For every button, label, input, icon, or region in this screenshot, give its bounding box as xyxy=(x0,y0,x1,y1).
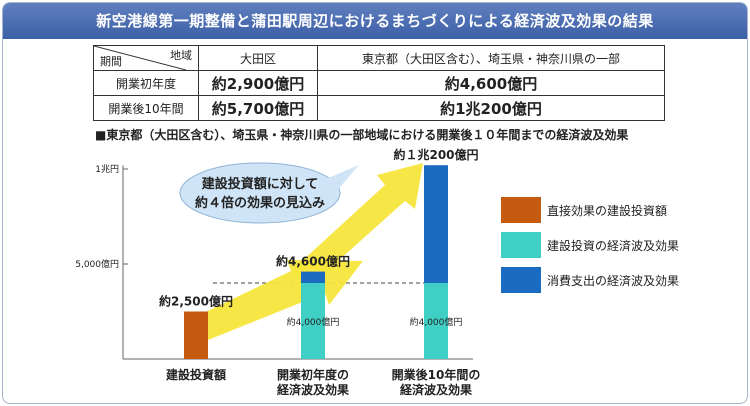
y-tick-label: 5,000億円 xyxy=(75,258,119,270)
summary-table: 地域 期間 大田区 東京都（大田区含む）、埼玉県・神奈川県の一部 開業初年度 約… xyxy=(93,45,665,121)
corner-label-region: 地域 xyxy=(170,49,192,62)
bar-total-label: 約2,500億円 xyxy=(159,294,233,309)
table-header-row: 地域 期間 大田区 東京都（大田区含む）、埼玉県・神奈川県の一部 xyxy=(93,45,665,71)
x-category-label: 開業後10年間の xyxy=(392,367,481,382)
table-row: 開業初年度 約2,900億円 約4,600億円 xyxy=(93,70,665,96)
callout-bubble-tail xyxy=(321,165,359,200)
table-corner-cell: 地域 期間 xyxy=(93,45,199,71)
x-category-label: 経済波及効果 xyxy=(400,382,472,397)
y-tick-label: 1兆円 xyxy=(95,164,119,175)
callout-line-1: 建設投資額に対して xyxy=(202,176,319,192)
legend-label: 建設投資の経済波及効果 xyxy=(547,239,680,253)
table-cell: 約1兆200億円 xyxy=(317,95,665,121)
legend-swatch xyxy=(501,197,541,223)
legend-label: 直接効果の建設投資額 xyxy=(547,204,668,218)
bar-segment-label: 約4,000億円 xyxy=(410,316,463,328)
chart-subtitle: ■東京都（大田区含む）、埼玉県・神奈川県の一部地域における開業後１０年間までの経… xyxy=(95,128,629,142)
bar-segment xyxy=(424,165,448,283)
bar-segment xyxy=(301,283,325,359)
bar-total-label: 約１兆200億円 xyxy=(393,147,478,162)
bar-segment xyxy=(424,283,448,359)
legend-label: 消費支出の経済波及効果 xyxy=(547,274,680,288)
bar-segment-label: 約4,000億円 xyxy=(287,316,340,328)
x-category-label: 建設投資額 xyxy=(165,367,226,382)
bar-total-label: 約4,600億円 xyxy=(276,254,350,269)
bar-segment xyxy=(301,271,325,283)
table-cell: 約4,600億円 xyxy=(317,70,665,96)
corner-diagonal xyxy=(94,46,186,70)
callout-bubble xyxy=(179,162,341,224)
table-row: 開業後10年間 約5,700億円 約1兆200億円 xyxy=(93,95,665,121)
legend-swatch xyxy=(501,232,541,258)
corner-label-period: 期間 xyxy=(100,55,122,68)
page-title: 新空港線第一期整備と蒲田駅周辺におけるまちづくりによる経済波及効果の結果 xyxy=(3,3,747,39)
table-cell: 約5,700億円 xyxy=(198,95,318,121)
x-category-label: 開業初年度の xyxy=(277,367,349,382)
callout-line-2: 約４倍の効果の見込み xyxy=(195,195,325,211)
growth-arrow xyxy=(291,163,423,287)
legend-swatch xyxy=(501,267,541,293)
x-category-label: 経済波及効果 xyxy=(277,382,349,397)
bar-segment xyxy=(184,311,208,359)
table-row-label: 開業後10年間 xyxy=(93,95,199,121)
